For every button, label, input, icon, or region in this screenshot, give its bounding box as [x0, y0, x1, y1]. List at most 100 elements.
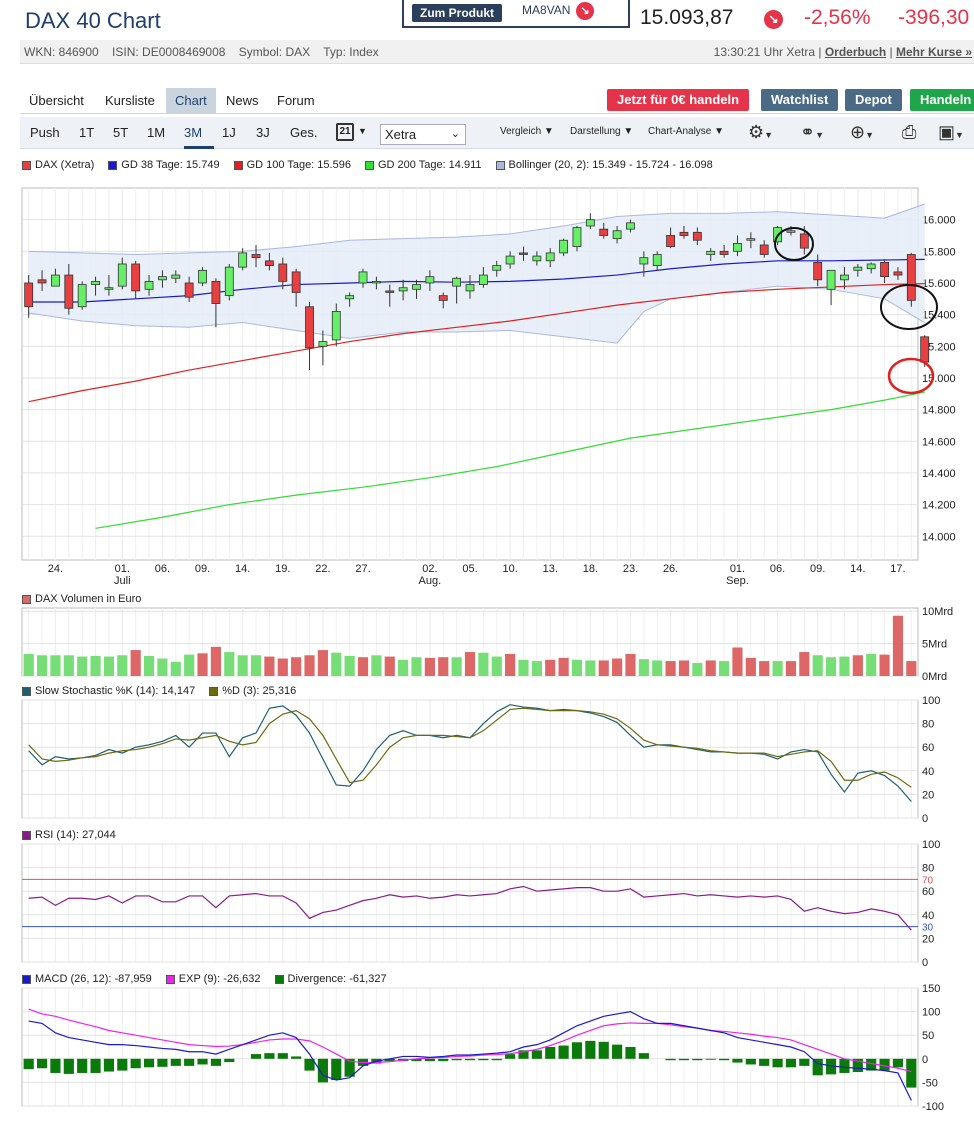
tab-uebersicht[interactable]: Übersicht: [29, 93, 84, 108]
candle-body: [826, 269, 836, 290]
mehr-kurse-link[interactable]: Mehr Kurse »: [895, 45, 972, 59]
promo-box[interactable]: Zum Produkt MA8VAN ↘: [402, 0, 630, 28]
price-legend: DAX (Xetra) GD 38 Tage: 15.749 GD 100 Tage…: [22, 159, 727, 171]
range-3j[interactable]: 3J: [256, 125, 270, 140]
macd-divergence-bar: [678, 1058, 690, 1061]
volume-bar: [812, 655, 823, 676]
macd-divergence-bar: [184, 1058, 195, 1066]
candle-body: [452, 277, 462, 287]
macd-divergence-bar: [772, 1058, 783, 1068]
y-tick-label: 15.200: [922, 341, 956, 353]
candle-body: [906, 254, 916, 301]
candle-body: [24, 282, 34, 308]
change-absolute: -396,30: [898, 6, 970, 29]
candle-body: [492, 265, 502, 271]
chart-analyse-label: Chart-Analyse: [648, 126, 712, 137]
volume-bar: [558, 657, 569, 676]
stochastic-line: [28, 707, 912, 788]
macd-divergence-bar: [210, 1058, 221, 1066]
candle-body: [639, 257, 649, 265]
y-tick-label: 20: [922, 789, 934, 801]
volume-bar: [291, 657, 302, 676]
share-icon[interactable]: ⚭▼: [800, 122, 825, 142]
volume-bar: [77, 656, 88, 676]
watchlist-button[interactable]: Watchlist: [761, 89, 839, 111]
y-tick-label: 60: [922, 886, 934, 898]
legend-label: %D (3): 25,316: [222, 685, 297, 697]
macd-divergence-bar: [558, 1045, 569, 1059]
annotation-circle: [880, 284, 938, 330]
candle-body: [813, 261, 823, 281]
candle-body: [706, 250, 716, 255]
macd-divergence-bar: [892, 1058, 904, 1068]
zoom-icon[interactable]: ⊕▼: [850, 122, 875, 142]
volume-bar: [678, 660, 690, 676]
macd-divergence-bar: [598, 1041, 609, 1059]
depot-button[interactable]: Depot: [845, 89, 902, 111]
volume-bar: [50, 655, 61, 676]
candle-body: [438, 295, 448, 301]
candle-body: [278, 263, 288, 282]
range-1t[interactable]: 1T: [79, 125, 95, 140]
macd-divergence-bar: [638, 1053, 649, 1059]
legend-item: RSI (14): 27,044: [22, 829, 116, 841]
volume-bar: [344, 655, 355, 676]
vergleich-dropdown[interactable]: Vergleich ▼: [500, 126, 554, 137]
range-1m[interactable]: 1M: [147, 125, 166, 140]
rsi-legend: RSI (14): 27,044: [22, 829, 130, 841]
legend-label: GD 200 Tage: 14.911: [377, 159, 482, 171]
range-5t[interactable]: 5T: [113, 125, 129, 140]
save-icon[interactable]: ▣▼: [938, 122, 964, 142]
macd-divergence-bar: [143, 1058, 155, 1068]
candle-body: [264, 260, 274, 266]
y-tick-label: 80: [922, 863, 934, 875]
handeln-button[interactable]: Handeln: [910, 89, 974, 111]
gd200-line: [95, 391, 925, 529]
range-push[interactable]: Push: [30, 125, 60, 140]
volume-legend: DAX Volumen in Euro: [22, 593, 155, 605]
gd38-line: [28, 258, 925, 303]
tab-kursliste[interactable]: Kursliste: [105, 93, 155, 108]
macd-divergence-bar: [170, 1058, 181, 1066]
legend-label: RSI (14): 27,044: [35, 829, 116, 841]
arrow-down-icon: ↘: [764, 10, 783, 29]
x-tick-label: 06.: [770, 563, 785, 575]
candle-body: [412, 284, 421, 290]
x-tick-label: 24.: [48, 563, 63, 575]
candle-body: [104, 287, 114, 290]
x-month-label: Sep.: [726, 575, 749, 587]
chart-analyse-dropdown[interactable]: Chart-Analyse ▼: [648, 126, 725, 137]
macd-divergence-bar: [518, 1050, 529, 1059]
volume-bar: [625, 653, 636, 676]
exchange-select[interactable]: Xetra ⌄: [380, 124, 466, 145]
y-tick-label: 80: [922, 719, 934, 731]
y-tick-label: 15.400: [922, 310, 956, 322]
tab-forum[interactable]: Forum: [277, 93, 315, 108]
y-tick-label: 40: [922, 910, 934, 922]
darstellung-dropdown[interactable]: Darstellung ▼: [570, 126, 634, 137]
legend-item: GD 38 Tage: 15.749: [108, 159, 220, 171]
candle-body: [251, 254, 261, 259]
candle-body: [626, 222, 635, 230]
volume-bar: [585, 660, 596, 676]
legend-item: EXP (9): -26,632: [165, 973, 261, 985]
print-icon[interactable]: ⎙: [902, 122, 917, 142]
orderbuch-link[interactable]: Orderbuch: [824, 45, 887, 59]
volume-bar: [464, 652, 476, 676]
tab-chart[interactable]: Chart: [166, 88, 216, 114]
range-ges[interactable]: Ges.: [290, 125, 318, 140]
macd-divergence-bar: [571, 1042, 583, 1059]
tab-news[interactable]: News: [226, 93, 259, 108]
calendar-icon[interactable]: 21: [336, 123, 354, 141]
gear-icon[interactable]: ⚙▼: [748, 122, 774, 142]
range-3m[interactable]: 3M: [184, 125, 203, 140]
volume-bar: [331, 652, 342, 676]
legend-label: Slow Stochastic %K (14): 14,147: [35, 685, 196, 697]
range-1j[interactable]: 1J: [222, 125, 236, 140]
zum-produkt-button[interactable]: Zum Produkt: [412, 4, 502, 22]
candle-body: [318, 341, 328, 347]
y-tick-label: 0Mrd: [922, 671, 947, 683]
macd-divergence-bar: [398, 1058, 409, 1062]
chevron-down-icon[interactable]: ▼: [358, 126, 367, 136]
trade-button[interactable]: Jetzt für 0€ handeln: [607, 89, 750, 111]
